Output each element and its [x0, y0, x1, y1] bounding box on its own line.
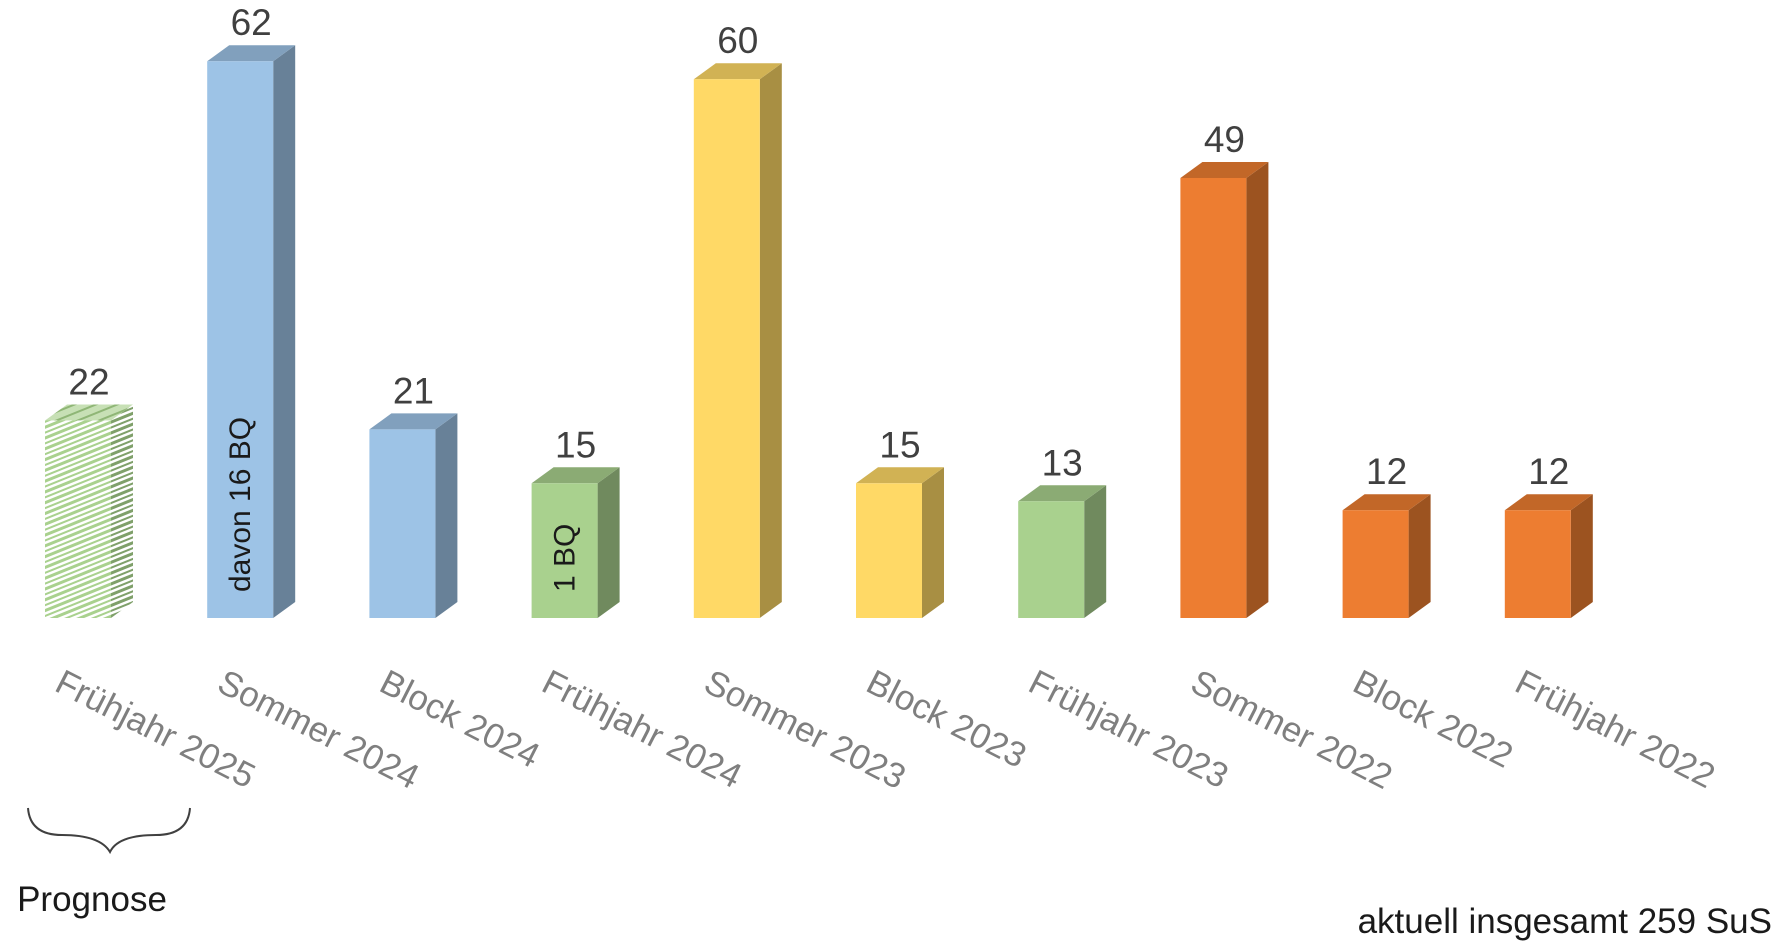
- bar: [1180, 161, 1269, 619]
- bars-layer: [45, 45, 1593, 619]
- bar-front: [207, 61, 274, 619]
- bar-front: [45, 420, 111, 618]
- bar-top: [531, 467, 620, 484]
- category-label: Frühjahr 2022: [1509, 662, 1721, 796]
- bar-side: [1246, 161, 1269, 619]
- bar-top: [693, 63, 782, 80]
- bar-side: [922, 467, 944, 618]
- bar-top: [1342, 494, 1431, 511]
- value-label: 60: [717, 20, 758, 61]
- bar-side: [759, 63, 782, 618]
- bar-side: [273, 45, 296, 619]
- value-label: 62: [231, 2, 272, 43]
- bar: [45, 404, 133, 618]
- bar-side: [111, 404, 133, 618]
- bar-note: 1 BQ: [549, 524, 582, 592]
- bar-top: [856, 467, 944, 484]
- value-label: 15: [879, 424, 920, 465]
- forecast-brace: [27, 807, 191, 855]
- forecast-label: Prognose: [17, 880, 167, 919]
- bar-front: [1342, 510, 1409, 618]
- bar: [1342, 494, 1431, 618]
- value-label: 13: [1042, 442, 1083, 483]
- bar-note: davon 16 BQ: [224, 417, 257, 592]
- value-label: 22: [68, 361, 109, 402]
- bar: [693, 63, 782, 618]
- bar-front: [1018, 501, 1085, 618]
- bar-front: [1504, 510, 1571, 618]
- value-label: 49: [1204, 119, 1245, 160]
- bar-side: [1084, 485, 1107, 618]
- bar: [1018, 485, 1107, 618]
- bar: [369, 413, 458, 618]
- bar-top: [369, 413, 458, 430]
- bar-side: [1570, 494, 1593, 618]
- bar-front: [1180, 177, 1247, 619]
- bar-side: [597, 467, 620, 618]
- bar-top: [1504, 494, 1593, 511]
- bar: [1504, 494, 1593, 618]
- bar-side: [1408, 494, 1431, 618]
- bar-front: [369, 429, 436, 618]
- bar-top: [45, 404, 133, 421]
- total-note: aktuell insgesamt 259 SuS: [1358, 902, 1772, 941]
- value-label: 21: [393, 370, 434, 411]
- bar-top: [1180, 161, 1269, 178]
- bar-front: [531, 483, 598, 618]
- value-label: 12: [1366, 451, 1407, 492]
- value-label: 15: [555, 424, 596, 465]
- bar-side: [435, 413, 458, 618]
- bar-top: [207, 45, 296, 62]
- bar-front: [856, 483, 922, 618]
- value-label: 12: [1528, 451, 1569, 492]
- bar: [207, 45, 296, 619]
- bar-front: [693, 79, 760, 618]
- bar: [856, 467, 944, 618]
- bar-top: [1018, 485, 1107, 502]
- bar: [531, 467, 620, 618]
